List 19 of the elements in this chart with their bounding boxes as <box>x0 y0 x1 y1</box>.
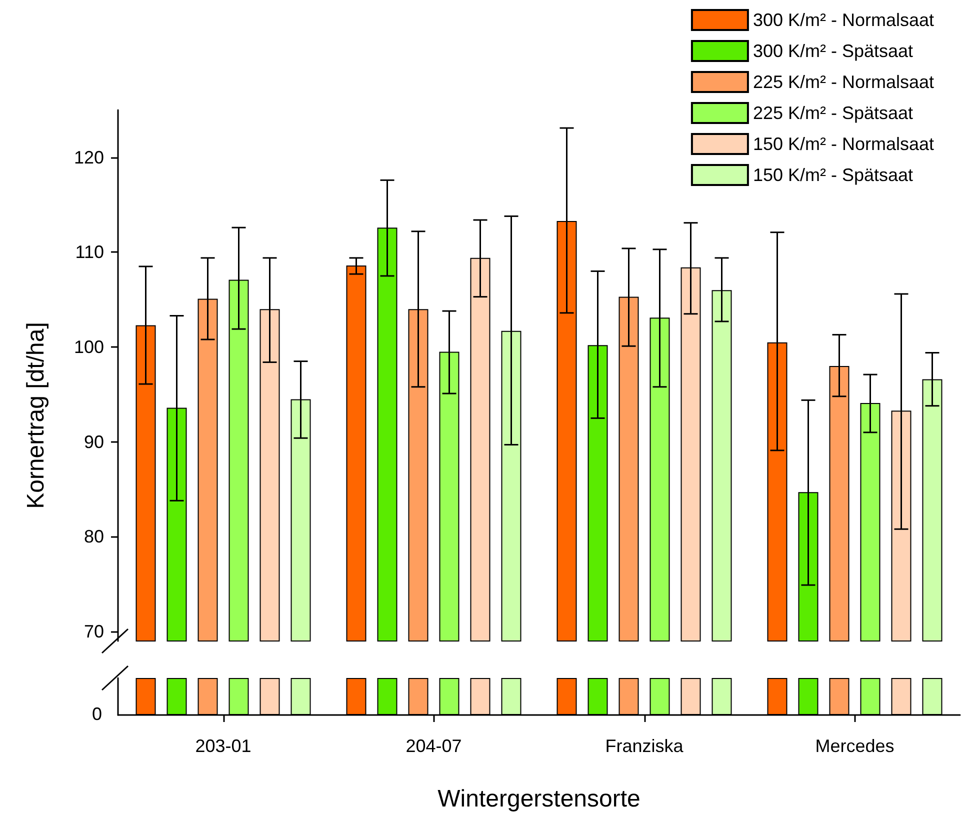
x-tick-label: 203-01 <box>195 736 252 756</box>
x-axis-title: Wintergerstensorte <box>438 786 640 812</box>
y-tick-label: 120 <box>74 147 104 168</box>
legend-label: 300 K/m² - Spätsaat <box>752 41 914 61</box>
x-tick-label: Franziska <box>605 736 684 756</box>
x-tick-label: Mercedes <box>815 736 894 756</box>
y-tick-label: 100 <box>74 337 104 358</box>
y-tick-label: 80 <box>84 526 104 547</box>
y-tick-label: 110 <box>75 242 104 262</box>
y-axis-title: Kornertrag [dt/ha] <box>22 322 50 509</box>
legend-label: 225 K/m² - Spätsaat <box>752 103 914 123</box>
legend-label: 150 K/m² - Spätsaat <box>752 165 914 185</box>
y-tick-label: 90 <box>84 432 104 452</box>
text: 0 <box>92 704 102 724</box>
legend-label: 300 K/m² - Normalsaat <box>752 10 934 30</box>
y-tick-label: 70 <box>84 622 104 642</box>
legend-label: 150 K/m² - Normalsaat <box>752 134 934 154</box>
legend-label: 225 K/m² - Normalsaat <box>752 72 934 92</box>
x-tick-label: 204-07 <box>406 736 462 756</box>
